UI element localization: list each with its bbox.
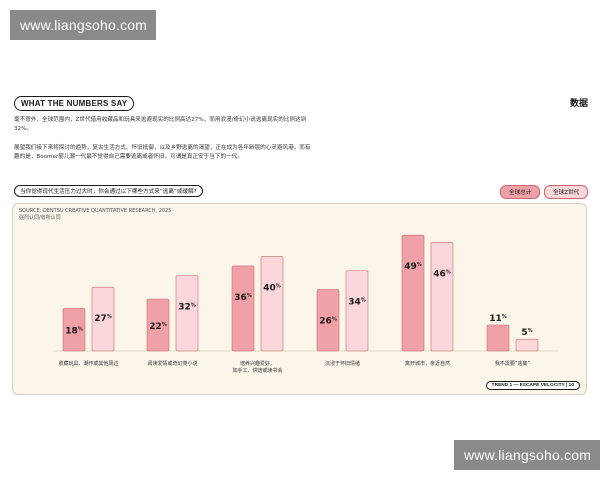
intro-paragraph-2: 展望我们接下来将探讨的趋势，复古生活方式、怀旧抵御，以及乡野逃离的渴望，正在成为… [14, 145, 311, 160]
page-number: 10 [568, 383, 574, 388]
bar-value-label: 46% [433, 269, 451, 279]
bar-value-label: 32% [178, 302, 196, 312]
source-line: 强烈认同/有所认同 [19, 214, 61, 221]
category-label: 离开城市，亲近自然 [405, 360, 450, 367]
watermark-bottom: www.liangsoho.com [454, 440, 600, 470]
bar-value-label: 27% [94, 314, 112, 324]
bar [515, 338, 539, 352]
intro-paragraph-1: 毫不意外，全球范围内，Z世代借用收藏品和玩具来逃避现实的比例高达27%，而用浪漫… [14, 117, 307, 132]
bar [260, 256, 284, 352]
bar-value-label: 5% [521, 328, 532, 338]
bar [345, 270, 369, 352]
category-label: 培养兴趣爱好，如手工、烘焙或读书会 [232, 360, 282, 374]
bar-value-label: 36% [234, 293, 252, 303]
footer-tag: TREND 1 — ESCAPE VELOCITY | 10 [485, 381, 580, 390]
bar [62, 308, 86, 352]
bar-value-label: 40% [263, 283, 281, 293]
category-label: 收藏玩具、潮作或其他周边 [58, 360, 118, 367]
watermark-top: www.liangsoho.com [10, 10, 156, 40]
category-label: 沉浸于怀旧情绪 [325, 360, 360, 367]
bar [316, 289, 340, 352]
bar-chart: 18% 27% 收藏玩具、潮作或其他周边 22% 32% 阅读爱情或奇幻类小说 36% 40%… [53, 234, 558, 374]
legend-global-total: 全球总计 [500, 185, 541, 199]
category-label: 我不需要“逃离” [495, 360, 531, 367]
bar [91, 286, 115, 352]
source-line: SOURCE: DENTSU CREATIVE QUANTITATIVE RES… [19, 208, 172, 214]
bar [430, 241, 454, 352]
bar [486, 324, 510, 352]
chart-source: SOURCE: DENTSU CREATIVE QUANTITATIVE RES… [19, 208, 171, 221]
bar-value-label: 11% [489, 314, 507, 324]
bar-value-label: 22% [149, 322, 167, 332]
category-label: 阅读爱情或奇幻类小说 [147, 360, 197, 367]
footer-trend: TREND 1 — ESCAPE VELOCITY [491, 383, 565, 388]
bar-value-label: 18% [65, 327, 83, 337]
survey-question: 当你觉得现代生活压力过大时，你会通过以下哪些方式来“逃离”或缓解? [14, 185, 203, 197]
bar [146, 298, 170, 352]
section-tag: WHAT THE NUMBERS SAY [14, 96, 135, 111]
bar-value-label: 49% [404, 262, 422, 272]
bar [231, 265, 255, 352]
legend-global-genz: 全球Z世代 [544, 185, 589, 199]
footer-separator: | [565, 383, 569, 388]
chart-panel: SOURCE: DENTSU CREATIVE QUANTITATIVE RES… [12, 203, 587, 395]
section-title: 数据 [569, 99, 588, 109]
bar-value-label: 34% [348, 298, 366, 308]
bar-value-label: 26% [319, 317, 337, 327]
bar [175, 275, 199, 352]
bar [401, 234, 425, 352]
